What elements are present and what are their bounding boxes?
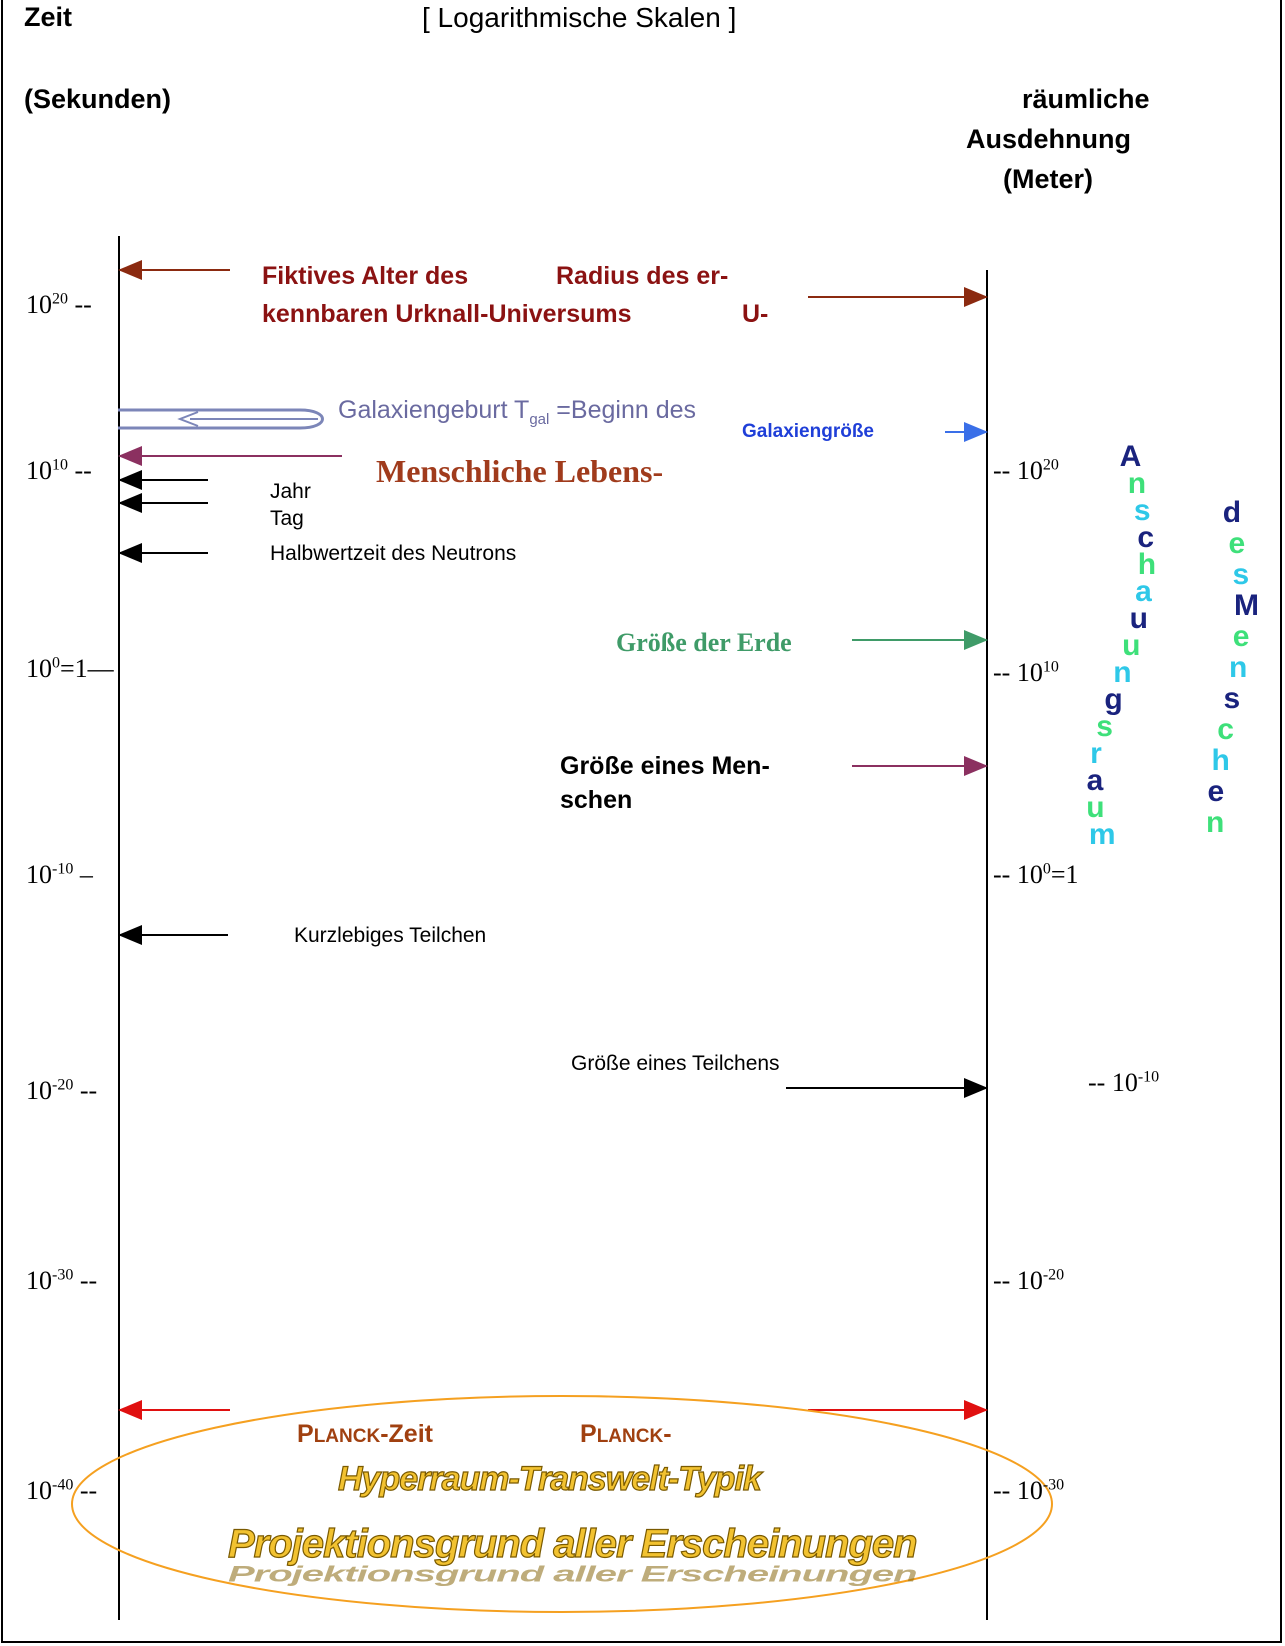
space-axis-title-line2: Ausdehnung bbox=[966, 124, 1131, 154]
scale-caption: [ Logarithmische Skalen ] bbox=[422, 2, 737, 33]
des-menschen-letter: n bbox=[1228, 651, 1248, 684]
day-label: Tag bbox=[270, 507, 304, 530]
anschauungsraum-letter: m bbox=[1088, 818, 1116, 851]
galaxy-birth-loop bbox=[118, 408, 324, 430]
anschauungsraum-letter: r bbox=[1090, 737, 1102, 770]
planck-length-label: PLANCK- bbox=[580, 1420, 672, 1448]
des-menschen-letter: M bbox=[1233, 589, 1259, 622]
time-tick-1e-40: 10-40 -- bbox=[26, 1476, 98, 1505]
galaxy-birth-label: Galaxiengeburt Tgal =Beginn des bbox=[338, 396, 697, 428]
projektionsgrund-reflection: Projektionsgrund aller Erscheinungen bbox=[228, 1562, 918, 1587]
space-tick-1e20: -- 1020 bbox=[993, 456, 1059, 485]
des-menschen-letter: s bbox=[1232, 558, 1250, 591]
anschauungsraum-letter: n bbox=[1113, 656, 1132, 689]
time-tick-1e0: 100=1— bbox=[26, 654, 114, 683]
space-axis-unit: (Meter) bbox=[1003, 164, 1094, 194]
year-label: Jahr bbox=[270, 480, 311, 503]
human-size-label-1: Größe eines Men- bbox=[560, 752, 770, 780]
projektionsgrund-wordart: Projektionsgrund aller Erscheinungen bbox=[227, 1521, 918, 1566]
time-tick-1e-30: 10-30 -- bbox=[26, 1266, 98, 1295]
anschauungsraum-letter: c bbox=[1137, 521, 1155, 554]
des-menschen-letter: c bbox=[1217, 713, 1234, 746]
particle-size-label: Größe eines Teilchens bbox=[571, 1052, 780, 1075]
human-size-label-2: schen bbox=[560, 786, 633, 814]
anschauungsraum-letter: s bbox=[1133, 494, 1151, 527]
earth-size-label: Größe der Erde bbox=[616, 628, 792, 657]
anschauungsraum-letter: u bbox=[1129, 602, 1148, 635]
des-menschen-letter: e bbox=[1207, 775, 1225, 808]
human-life-label: Menschliche Lebens- bbox=[376, 453, 664, 489]
anschauungsraum-letter: a bbox=[1086, 764, 1104, 797]
space-tick-1e10: -- 1010 bbox=[993, 658, 1059, 687]
des-menschen-letter: s bbox=[1223, 682, 1241, 715]
des-menschen-letter: h bbox=[1211, 744, 1230, 777]
anschauungsraum-letter: s bbox=[1096, 710, 1113, 743]
universe-age-label-1: Fiktives Alter des bbox=[262, 262, 469, 290]
time-tick-1e20: 1020 -- bbox=[26, 290, 92, 319]
anschauungsraum-letter: g bbox=[1104, 683, 1123, 716]
space-tick-1e-30: -- 10-30 bbox=[993, 1476, 1065, 1505]
time-axis-unit: (Sekunden) bbox=[24, 84, 172, 114]
time-axis-title: Zeit bbox=[24, 2, 73, 32]
hyperraum-wordart: Hyperraum-Transwelt-Typik bbox=[337, 1459, 762, 1498]
anschauungsraum-letter: u bbox=[1122, 629, 1141, 662]
des-menschen-letter: e bbox=[1232, 620, 1250, 653]
short-particle-label: Kurzlebiges Teilchen bbox=[294, 924, 487, 947]
time-tick-1e-20: 10-20 -- bbox=[26, 1076, 98, 1105]
anschauungsraum-letter: a bbox=[1135, 575, 1152, 608]
time-tick-1e10: 1010 -- bbox=[26, 456, 92, 485]
universe-radius-label-1: Radius des er- bbox=[556, 262, 729, 290]
neutron-label: Halbwertzeit des Neutrons bbox=[270, 542, 517, 565]
hyperraum-ellipse bbox=[71, 1395, 1053, 1613]
time-tick-1e-10: 10-10 – bbox=[26, 860, 93, 889]
universe-age-label-2: kennbaren Urknall-Universums bbox=[262, 300, 632, 328]
space-tick-1e0: -- 100=1 bbox=[993, 860, 1079, 889]
des-menschen-letter: n bbox=[1206, 806, 1225, 839]
anschauungsraum-letter: u bbox=[1086, 791, 1105, 824]
space-tick-1e-20: -- 10-20 bbox=[993, 1266, 1065, 1295]
universe-radius-label-2: U- bbox=[742, 300, 769, 328]
galaxy-birth-arrowhead bbox=[177, 411, 199, 427]
anschauungsraum-letter: n bbox=[1127, 467, 1147, 500]
planck-time-label: PLANCK-Zeit bbox=[297, 1420, 433, 1448]
des-menschen-letter: d bbox=[1222, 496, 1242, 529]
space-tick-1e-10: -- 10-10 bbox=[1088, 1068, 1160, 1097]
galaxy-size-label: Galaxiengröße bbox=[742, 421, 874, 442]
space-axis-title-line1: räumliche bbox=[1022, 84, 1150, 114]
anschauungsraum-letter: A bbox=[1119, 440, 1142, 473]
des-menschen-letter: e bbox=[1228, 527, 1246, 560]
anschauungsraum-letter: h bbox=[1137, 548, 1157, 581]
